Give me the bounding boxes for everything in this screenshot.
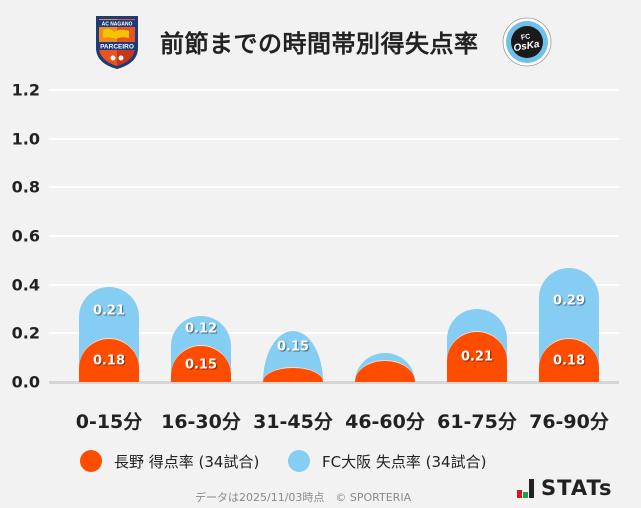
orange-value-label: 0.15 — [184, 357, 218, 373]
nagano-parceiro-logo-icon: AC NAGANO PARCEIRO — [96, 16, 138, 69]
blue-dot-icon — [288, 450, 310, 472]
stacked-bar-chart: 1.2 1.0 0.8 0.6 0.4 0.2 0.0 0.21 0.18 0.12 0.15 0.1… — [11, 80, 619, 392]
chart-title: 前節までの時間帯別得失点率 — [160, 30, 479, 58]
blue-value-label: 0.15 — [276, 339, 310, 355]
bar-nagano-scored — [539, 338, 599, 382]
orange-value-label: 0.18 — [552, 353, 586, 369]
x-axis-label: 76-90分 — [529, 411, 609, 433]
x-axis-label: 0-15分 — [75, 411, 143, 433]
y-tick-label: 0.4 — [11, 275, 40, 295]
bar-nagano-scored — [355, 360, 415, 382]
gridline — [49, 234, 619, 237]
stats-brand-logo: STATs — [517, 476, 613, 500]
blue-value-label: 0.12 — [184, 321, 218, 337]
fc-osaka-logo-icon: FC OsKa — [502, 17, 552, 67]
gridline — [49, 332, 619, 335]
svg-text:PARCEIRO: PARCEIRO — [100, 44, 134, 51]
legend-label: 長野 得点率 (34試合) — [114, 452, 260, 471]
svg-text:FC: FC — [521, 33, 531, 42]
gridline — [49, 186, 619, 189]
x-axis-label: 46-60分 — [345, 411, 425, 433]
y-tick-label: 1.0 — [11, 129, 40, 148]
orange-value-label: 0.21 — [460, 349, 494, 365]
legend-item-fc-osaka: FC大阪 失点率 (34試合) — [288, 450, 486, 472]
y-tick-label: 1.2 — [11, 80, 40, 100]
bar-nagano-scored — [447, 330, 507, 382]
svg-text:OsKa: OsKa — [513, 39, 541, 54]
gridline — [49, 137, 619, 140]
orange-dot-icon — [80, 450, 102, 472]
y-tick-label: 0.6 — [11, 226, 40, 246]
y-tick-label: 0.8 — [11, 177, 40, 197]
stats-brand-text: STATs — [541, 476, 613, 500]
gridline — [49, 283, 619, 286]
x-axis-baseline — [49, 381, 619, 384]
bar-green-icon — [523, 492, 528, 498]
blue-value-label: 0.29 — [552, 293, 586, 309]
x-axis-label: 61-75分 — [437, 411, 517, 433]
chart-header: AC NAGANO PARCEIRO 前節までの時間帯別得失点率 FC OsKa — [0, 0, 641, 80]
x-axis-label: 31-45分 — [253, 411, 333, 433]
bar-nagano-scored — [263, 367, 323, 382]
bar-nagano-scored — [79, 338, 139, 382]
bar-black-icon — [529, 479, 534, 498]
orange-value-label: 0.18 — [92, 353, 126, 369]
y-tick-label: 0.0 — [11, 372, 40, 392]
svg-text:AC NAGANO: AC NAGANO — [102, 22, 133, 28]
blue-value-label: 0.21 — [92, 303, 126, 319]
bar-red-icon — [517, 490, 522, 498]
x-axis-label: 16-30分 — [161, 411, 241, 433]
legend-item-nagano: 長野 得点率 (34試合) — [80, 450, 259, 472]
gridline — [49, 88, 619, 91]
data-source-footer: データは2025/11/03時点 © SPORTERIA — [195, 491, 412, 504]
legend-label: FC大阪 失点率 (34試合) — [322, 452, 487, 471]
y-tick-label: 0.2 — [11, 323, 40, 343]
